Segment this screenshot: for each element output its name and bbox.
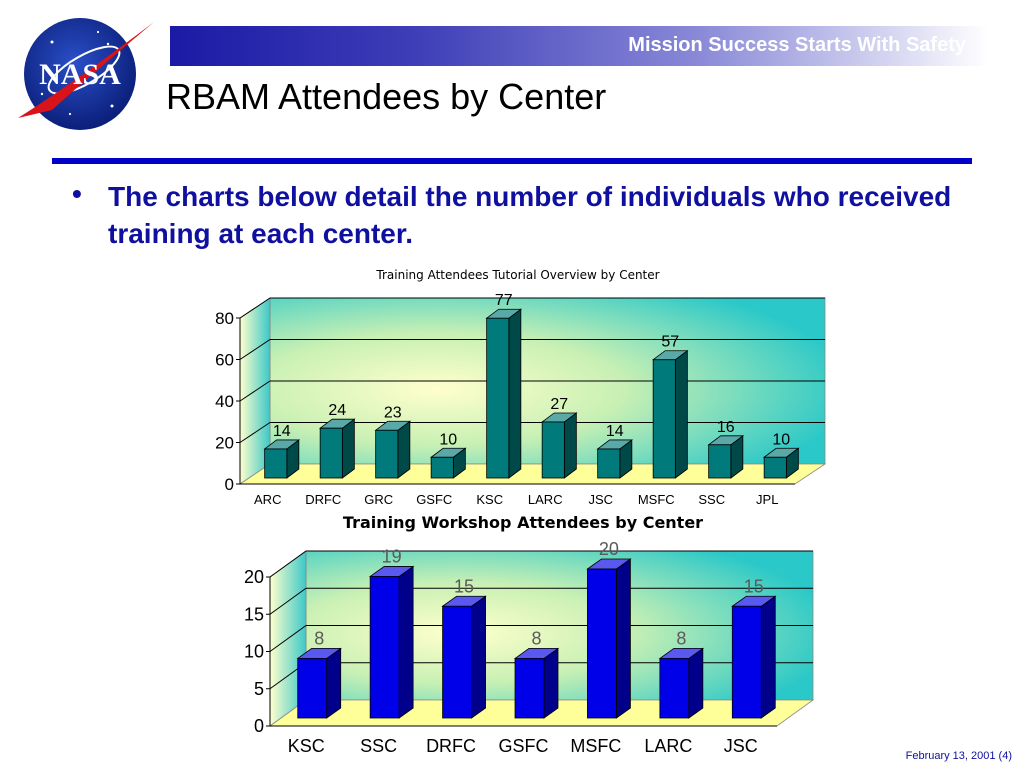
category-label: JSC [724, 736, 758, 756]
gridline-side [239, 380, 271, 402]
bar [297, 658, 328, 719]
category-label: DRFC [305, 492, 341, 507]
bar [597, 448, 621, 479]
bar-side [471, 595, 486, 719]
data-label: 24 [328, 402, 346, 419]
category-label: MSFC [638, 492, 675, 507]
chart-title: Training Workshop Attendees by Center [343, 513, 703, 532]
data-label: 8 [531, 628, 541, 648]
category-label: MSFC [570, 736, 621, 756]
category-label: DRFC [426, 736, 476, 756]
bar [369, 576, 400, 719]
title-divider [52, 158, 972, 164]
gridline-side [239, 422, 271, 443]
bar [659, 658, 690, 719]
bar-side [326, 647, 342, 719]
bullet-text: The charts below detail the number of in… [108, 181, 952, 249]
gridline-side [239, 339, 271, 360]
gridline-side [269, 625, 307, 652]
bar [375, 429, 399, 479]
category-label: KSC [288, 736, 325, 756]
gridline-side [269, 550, 307, 578]
footer-date: February 13, 2001 (4) [905, 750, 1012, 762]
bar [763, 456, 787, 479]
data-label: 20 [599, 539, 619, 559]
gridline-side [239, 297, 271, 319]
data-label: 14 [273, 423, 291, 440]
category-label: SSC [360, 736, 397, 756]
page-title: RBAM Attendees by Center [166, 76, 607, 117]
data-label: 8 [676, 628, 686, 648]
y-tick-label: 20 [244, 567, 264, 587]
data-label: 10 [439, 431, 457, 448]
y-tick-label: 40 [215, 392, 234, 411]
bar [652, 359, 676, 479]
bar-side [398, 565, 414, 719]
y-tick-label: 0 [254, 716, 264, 736]
bar [587, 568, 617, 719]
category-label: ARC [254, 492, 281, 507]
category-label: SSC [698, 492, 725, 507]
nasa-logo-text: NASA [39, 58, 121, 91]
chart-title: Training Attendees Tutorial Overview by … [375, 268, 659, 282]
y-tick-label: 20 [215, 434, 234, 453]
category-label: LARC [644, 736, 692, 756]
y-tick-label: 0 [225, 475, 234, 494]
bar-side [688, 647, 704, 719]
category-label: GRC [364, 492, 393, 507]
bar [486, 317, 510, 479]
nasa-logo: NASA [18, 18, 154, 130]
data-label: 27 [550, 396, 568, 413]
bullet-dot-icon: • [72, 178, 82, 209]
data-label: 57 [661, 334, 679, 351]
category-label: GSFC [498, 736, 548, 756]
y-tick-label: 15 [244, 604, 264, 624]
category-label: JSC [588, 492, 613, 507]
bar-side [543, 647, 559, 719]
gridline-side [269, 587, 307, 615]
bar [430, 456, 454, 479]
data-label: 8 [314, 628, 324, 648]
y-tick-label: 5 [254, 679, 264, 699]
data-label: 15 [744, 576, 764, 596]
data-label: 15 [454, 576, 474, 596]
bar [319, 427, 343, 479]
data-label: 23 [384, 404, 402, 421]
category-label: GSFC [416, 492, 452, 507]
bullet-item: • The charts below detail the number of … [72, 178, 952, 252]
bar [514, 658, 545, 719]
category-label: JPL [756, 492, 778, 507]
bar-side [616, 558, 631, 719]
y-tick-label: 10 [244, 642, 264, 662]
bar [264, 448, 288, 479]
data-label: 14 [606, 423, 624, 440]
bar [708, 444, 732, 479]
data-label: 16 [717, 419, 735, 436]
data-label: 19 [382, 546, 402, 566]
bar [731, 605, 762, 719]
y-tick-label: 60 [215, 351, 234, 370]
tagline: Mission Success Starts With Safety [628, 34, 966, 56]
header-banner [170, 26, 988, 66]
category-label: LARC [528, 492, 563, 507]
data-label: 77 [495, 292, 513, 309]
bar-side [760, 595, 776, 719]
bar [541, 421, 565, 479]
bar [442, 605, 472, 719]
category-label: KSC [476, 492, 503, 507]
y-tick-label: 80 [215, 309, 234, 328]
data-label: 10 [772, 431, 790, 448]
